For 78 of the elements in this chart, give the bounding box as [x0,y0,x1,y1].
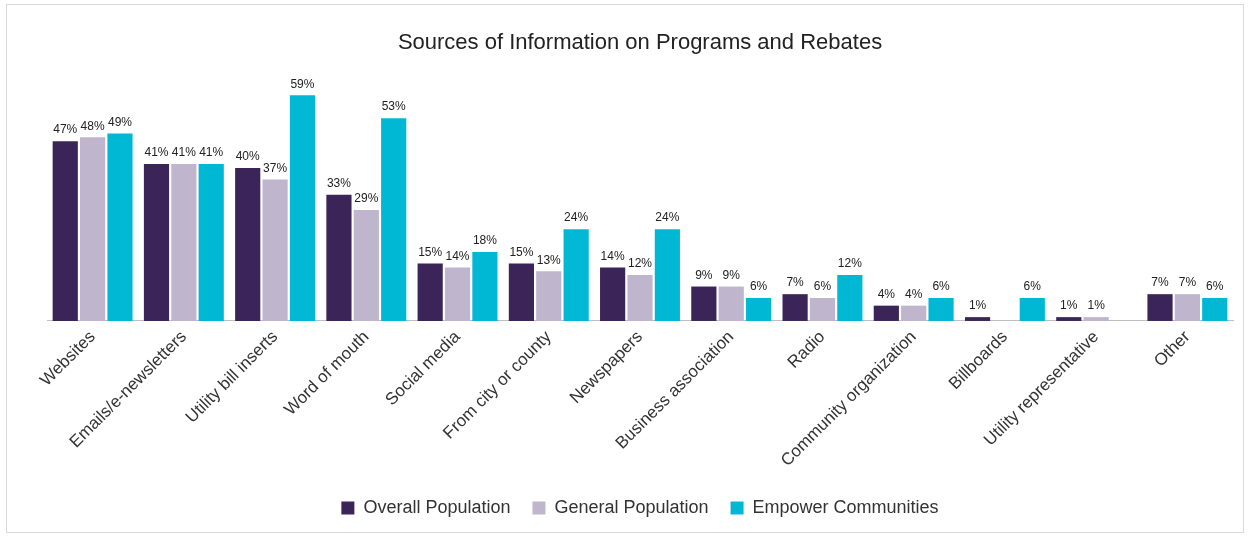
data-label: 15% [418,244,443,259]
data-label: 15% [509,244,534,259]
data-label: 14% [445,248,470,263]
data-label: 14% [600,248,625,263]
bar [782,294,808,321]
bar [143,164,170,321]
bar [873,305,899,321]
bar [262,179,288,321]
data-label: 29% [354,191,379,206]
bar [809,298,836,321]
data-label: 47% [53,122,78,137]
bar [1202,298,1228,321]
legend-label: General Population [554,496,709,517]
data-label: 9% [722,267,741,282]
data-label: 6% [813,279,832,294]
data-label: 6% [749,279,768,294]
bar [326,194,352,321]
bar [1083,317,1109,321]
data-label: 9% [695,267,713,282]
bar [171,164,197,321]
data-label: 13% [536,252,562,267]
bar [417,263,443,321]
data-label: 24% [655,210,680,225]
data-label: 41% [199,145,224,160]
bar [80,137,106,321]
bar [1147,294,1173,321]
bar [536,271,562,321]
bar [107,133,133,321]
bar [718,286,744,321]
data-label: 18% [472,233,498,248]
bar [563,229,589,321]
legend-label: Overall Population [363,496,511,517]
data-label: 40% [235,149,261,164]
bar [353,210,379,321]
data-label: 24% [564,210,589,225]
legend-label: Empower Communities [752,496,939,517]
bar [901,305,927,321]
bar [1174,294,1200,321]
data-label: 33% [326,176,352,191]
bar [381,118,407,321]
chart-title: Sources of Information on Programs and Rebates [397,29,883,55]
data-label: 1% [1060,298,1078,313]
data-label: 1% [968,298,987,313]
bar [472,252,498,321]
data-label: 1% [1087,298,1106,313]
data-label: 6% [1023,279,1042,294]
bar [928,298,954,321]
bar [444,267,471,321]
data-label: 6% [932,279,951,294]
bar [198,164,224,321]
bar [600,267,626,321]
data-label: 53% [381,99,407,114]
data-label: 37% [263,160,288,175]
data-label: 59% [290,76,315,91]
bar [627,275,653,321]
bar [746,298,772,321]
bar [654,229,680,321]
bar [289,95,316,321]
data-label: 7% [1151,275,1170,290]
data-label: 41% [171,145,197,160]
data-label: 4% [905,286,923,301]
data-label: 41% [144,145,169,160]
data-label: 48% [80,118,105,133]
bar [1019,298,1045,321]
bar [508,263,534,321]
data-label: 49% [107,114,133,129]
data-label: 7% [786,275,805,290]
data-label: 6% [1206,279,1224,294]
data-label: 12% [837,256,863,271]
bar [235,167,261,321]
bar [1056,317,1082,321]
data-label: 12% [627,256,653,271]
data-label: 4% [877,286,896,301]
bar [964,317,991,321]
bar [837,275,863,321]
data-label: 7% [1178,275,1197,290]
bar [52,141,78,321]
bar [691,286,717,321]
